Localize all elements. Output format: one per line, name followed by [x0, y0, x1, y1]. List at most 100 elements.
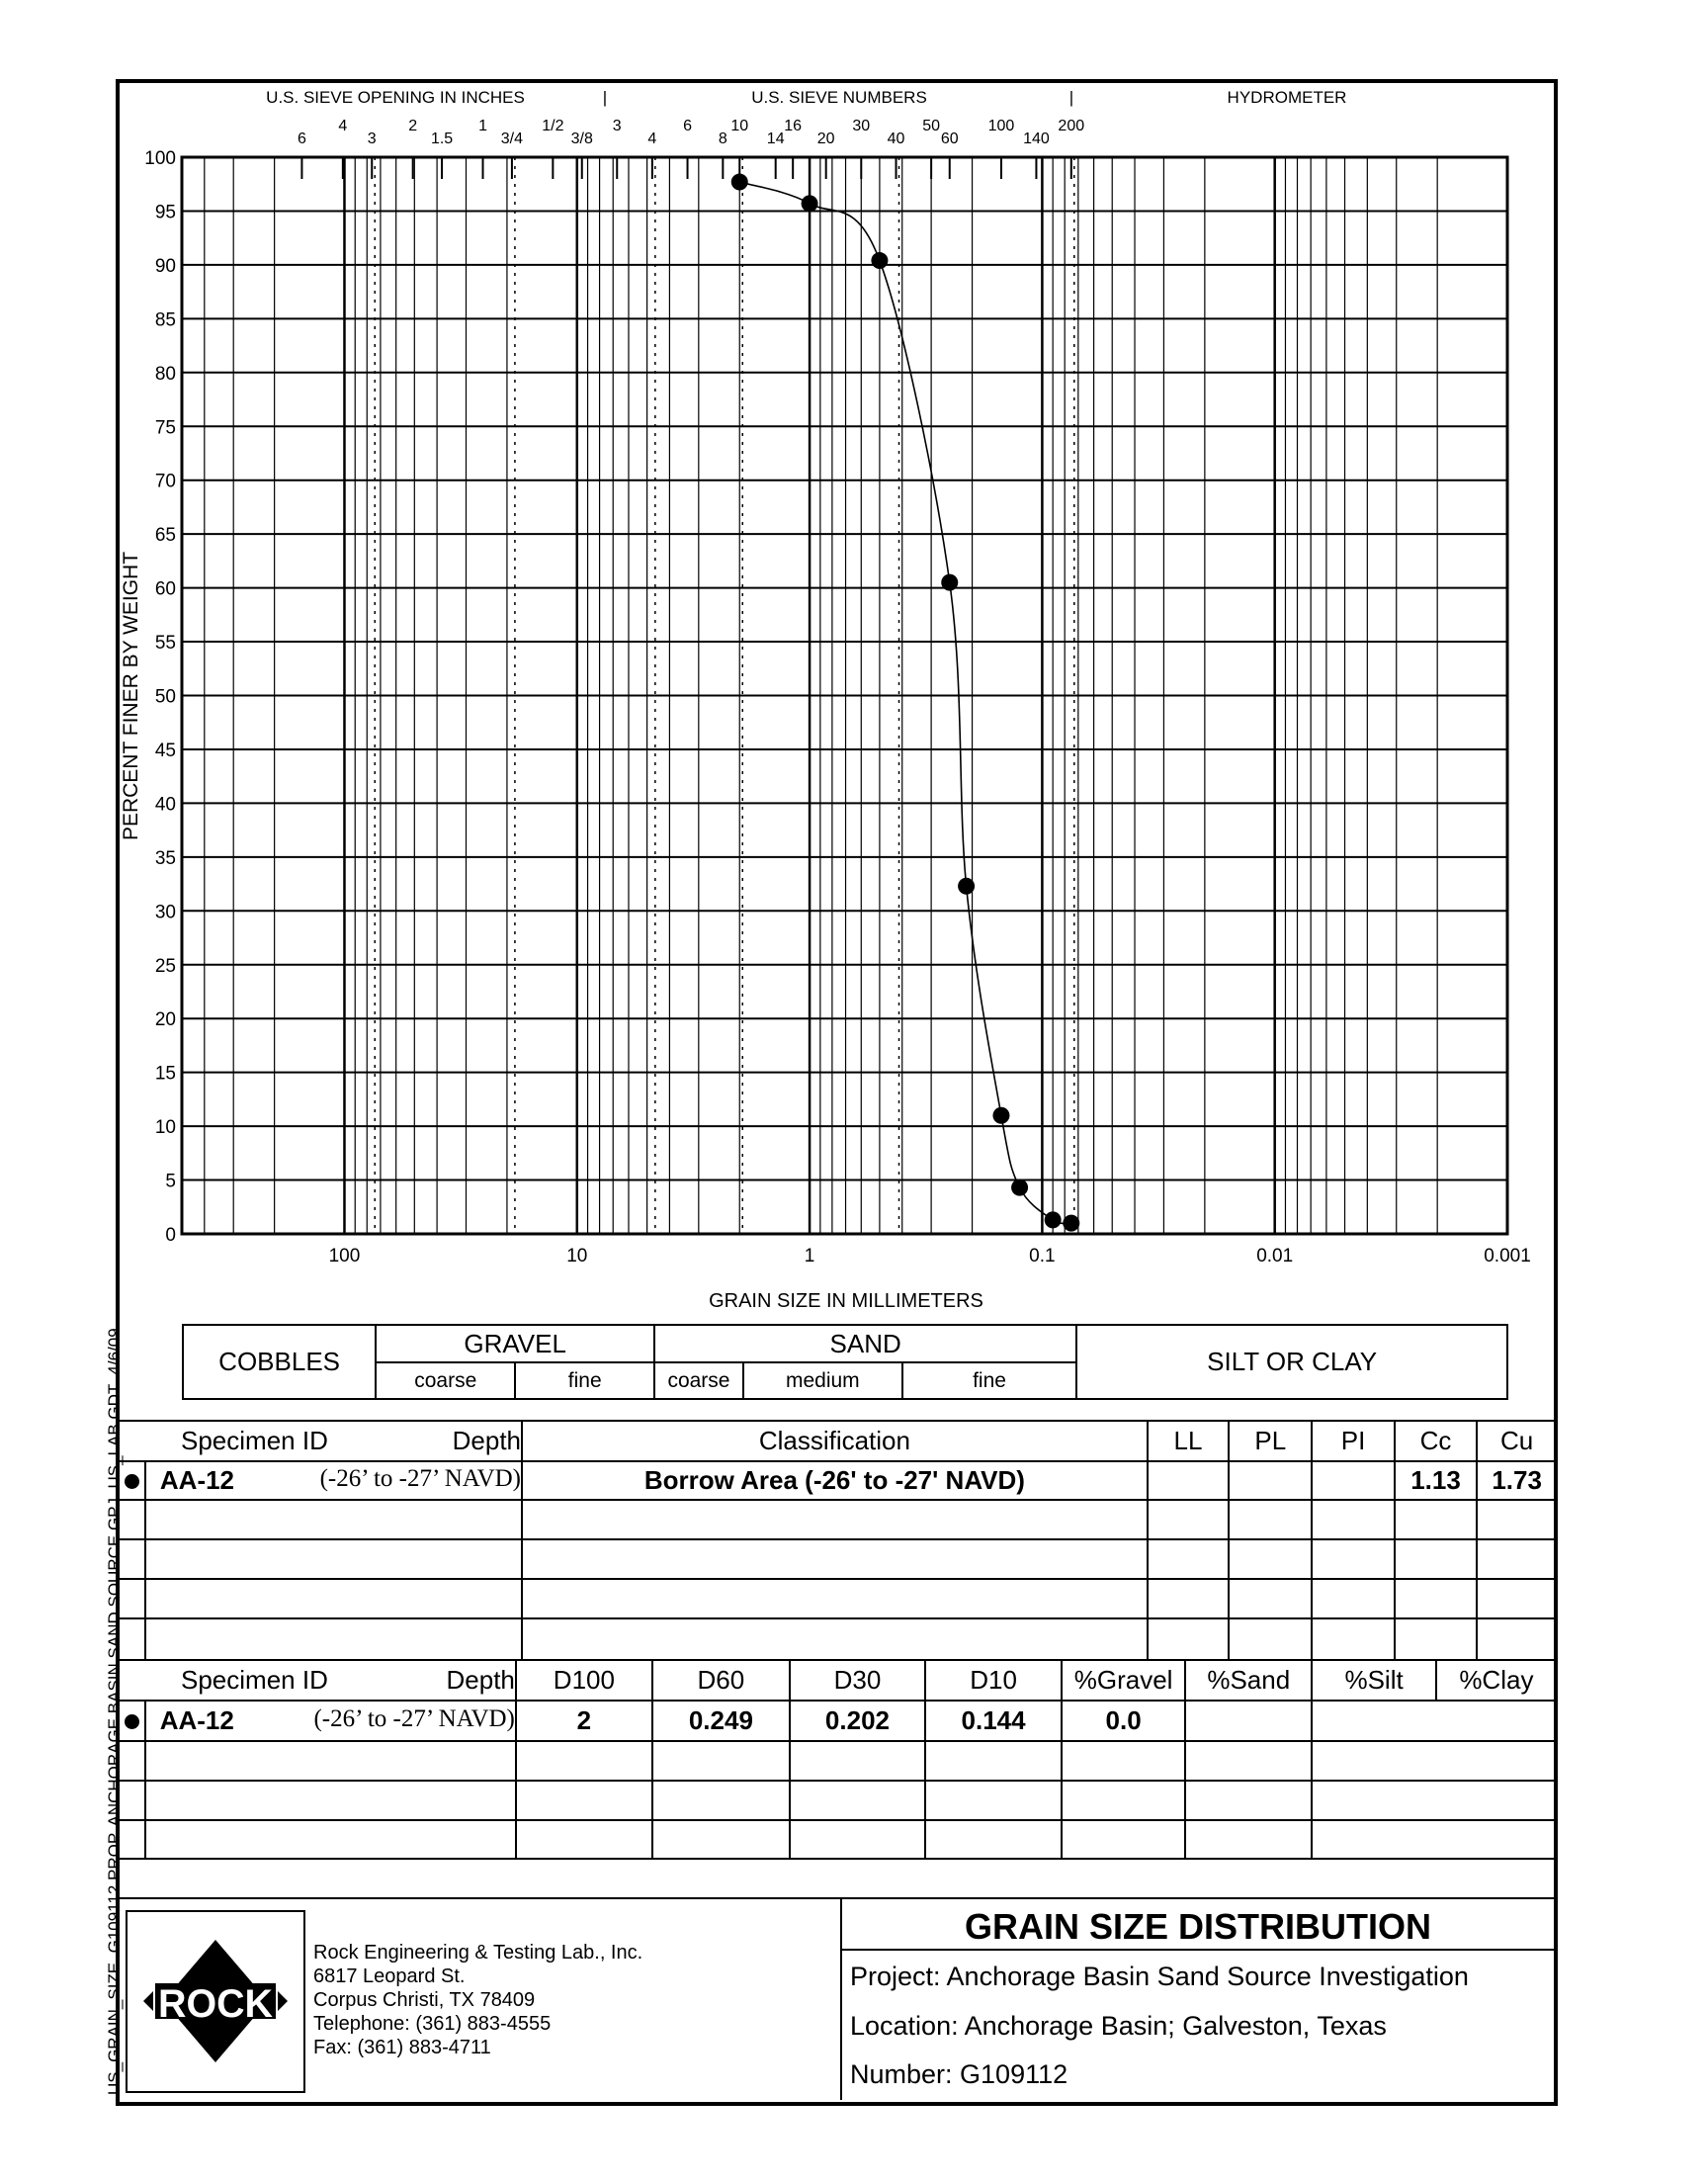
report-title: GRAIN SIZE DISTRIBUTION	[964, 1906, 1431, 1947]
silt-clay-label: SILT OR CLAY	[1075, 1324, 1508, 1400]
sieve-label: 3/4	[501, 131, 523, 147]
sieve-label: 140	[1023, 131, 1050, 147]
sieve-inches-header: U.S. SIEVE OPENING IN INCHES	[266, 88, 525, 107]
silt-clay-pct-value	[1311, 1700, 1556, 1742]
d100-header: D100	[514, 1659, 653, 1702]
specimen-marker-icon	[124, 1714, 139, 1729]
table-row	[120, 1499, 1556, 1540]
d60-header: D60	[650, 1659, 791, 1702]
pi-header: PI	[1311, 1420, 1396, 1462]
sand-medium: medium	[741, 1361, 903, 1400]
data-point	[801, 195, 818, 213]
data-point	[1011, 1179, 1029, 1196]
sieve-label: 200	[1058, 118, 1084, 134]
y-tick-label: 0	[165, 1225, 176, 1246]
sieve-label: 3/8	[571, 131, 593, 147]
data-point	[992, 1106, 1010, 1124]
project-line: Project: Anchorage Basin Sand Source Inv…	[850, 1962, 1469, 1991]
data-point	[871, 252, 889, 270]
svg-text:ROCK: ROCK	[158, 1982, 273, 2026]
table-row	[120, 1819, 1556, 1860]
company-name: Rock Engineering & Testing Lab., Inc.	[313, 1942, 643, 1964]
page-frame	[116, 79, 1558, 2106]
table-row	[120, 1617, 1556, 1661]
grain-size-chart: 0510152025303540455055606570758085909510…	[120, 118, 1531, 1312]
sieve-label: 1/2	[542, 118, 563, 134]
y-tick-label: 70	[155, 472, 176, 492]
y-tick-label: 85	[155, 309, 176, 330]
sieve-label: 16	[784, 118, 802, 134]
depth-header: Depth	[446, 1665, 515, 1695]
specimen-id: AA-12	[159, 1465, 235, 1495]
x-axis-label: GRAIN SIZE IN MILLIMETERS	[709, 1290, 983, 1312]
plot-border	[180, 155, 1509, 1236]
specimen-header: Specimen ID	[181, 1665, 328, 1695]
table-row	[120, 1538, 1556, 1580]
sieve-label: 3	[613, 118, 622, 134]
gravel-pct-header: %Gravel	[1061, 1659, 1187, 1702]
company-info: Rock Engineering & Testing Lab., Inc. 68…	[313, 1941, 642, 2059]
sieve-label: 30	[852, 118, 870, 134]
y-tick-label: 95	[155, 202, 176, 222]
footer-top-rule	[120, 1897, 1554, 1899]
company-telephone: Telephone: (361) 883-4555	[313, 2013, 552, 2035]
ll-value	[1146, 1460, 1231, 1501]
classification-header: Classification	[521, 1420, 1149, 1462]
sieve-label: 2	[408, 118, 417, 134]
y-tick-label: 80	[155, 364, 176, 385]
cobbles-label: COBBLES	[181, 1324, 378, 1400]
gravel-pct-value: 0.0	[1061, 1700, 1187, 1742]
number-line: Number: G109112	[850, 2059, 1068, 2089]
sand-label: SAND	[653, 1324, 1078, 1363]
footer-divider	[840, 1897, 842, 2100]
sieve-label: 3	[368, 131, 377, 147]
hydrometer-header: HYDROMETER	[1227, 88, 1347, 107]
d30-header: D30	[788, 1659, 927, 1702]
data-point	[958, 877, 976, 895]
cc-value: 1.13	[1393, 1460, 1479, 1501]
specimen-header: Specimen ID	[181, 1426, 328, 1455]
gravel-fine: fine	[514, 1361, 656, 1400]
data-point	[941, 573, 959, 591]
y-tick-label: 100	[144, 148, 176, 169]
sieve-numbers-header: U.S. SIEVE NUMBERS	[751, 88, 927, 107]
d100-value: 2	[514, 1700, 653, 1742]
sieve-label: 6	[683, 118, 692, 134]
sieve-label: 20	[817, 131, 835, 147]
y-axis-label: PERCENT FINER BY WEIGHT	[120, 552, 142, 840]
sieve-label: 60	[941, 131, 959, 147]
ll-header: LL	[1146, 1420, 1231, 1462]
y-tick-label: 65	[155, 525, 176, 546]
sieve-label: 100	[988, 118, 1015, 134]
pl-value	[1228, 1460, 1314, 1501]
depth-value: (-26’ to -27’ NAVD)	[313, 1705, 515, 1732]
sand-pct-value	[1184, 1700, 1314, 1742]
y-tick-label: 75	[155, 417, 176, 438]
company-fax: Fax: (361) 883-4711	[313, 2037, 491, 2058]
sieve-label: 4	[647, 131, 656, 147]
company-street: 6817 Leopard St.	[313, 1965, 466, 1987]
sand-fine: fine	[900, 1361, 1078, 1400]
silt-pct-header: %Silt	[1311, 1659, 1437, 1702]
depth-header: Depth	[452, 1426, 522, 1455]
pl-header: PL	[1228, 1420, 1314, 1462]
y-tick-label: 55	[155, 633, 176, 654]
gravel-coarse: coarse	[375, 1361, 517, 1400]
y-tick-label: 5	[165, 1172, 176, 1192]
file-reference-text: US_GRAIN_SIZE G109112 PROP. ANCHORAGE BA…	[105, 1328, 124, 2095]
sieve-label: 50	[922, 118, 940, 134]
table-row	[120, 1578, 1556, 1619]
y-tick-label: 60	[155, 579, 176, 600]
cu-value: 1.73	[1476, 1460, 1556, 1501]
data-point	[1063, 1214, 1080, 1232]
d10-value: 0.144	[924, 1700, 1064, 1742]
sieve-label: 8	[719, 131, 727, 147]
x-tick-label: 1	[805, 1246, 815, 1266]
y-tick-label: 20	[155, 1009, 176, 1030]
table-row: AA-12 (-26’ to -27’ NAVD) 2 0.249 0.202 0…	[120, 1700, 1556, 1742]
clay-pct-header: %Clay	[1434, 1659, 1556, 1702]
rock-logo-icon: ROCK	[143, 1940, 288, 2062]
y-tick-label: 90	[155, 256, 176, 277]
gradation-table: Specimen ID Depth D100 D60 D30 D10 %Grave…	[120, 1659, 1556, 1860]
